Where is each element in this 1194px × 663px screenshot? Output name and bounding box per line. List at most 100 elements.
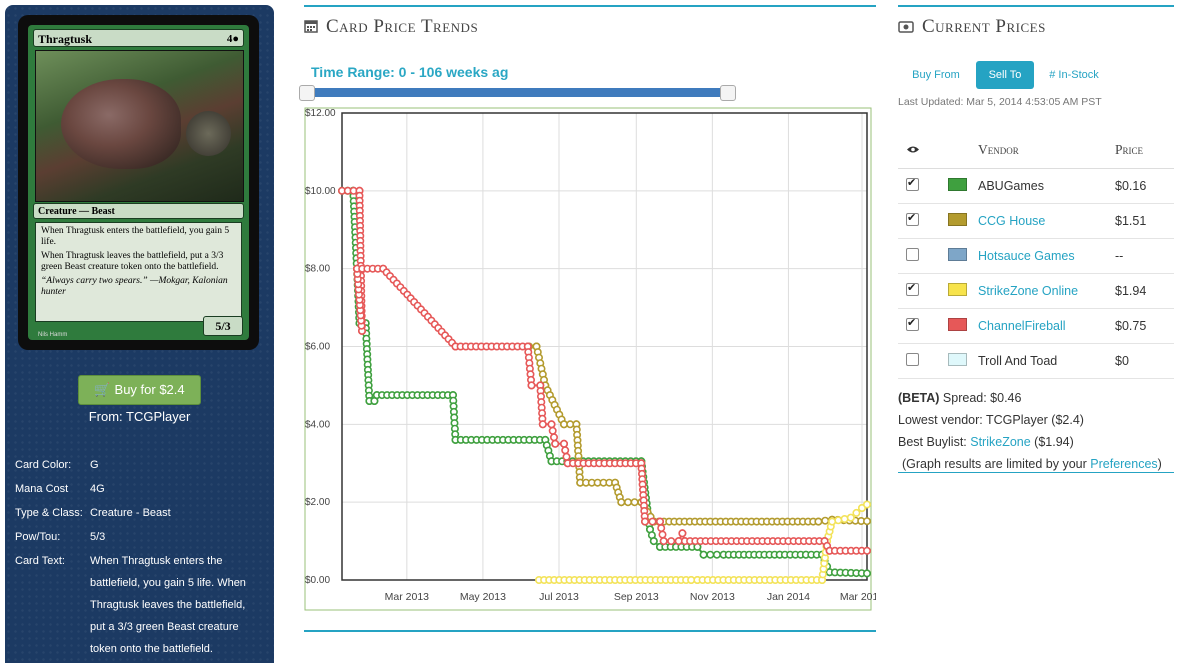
tab-buy-from[interactable]: Buy From (912, 69, 960, 81)
best-buylist-suffix: ($1.94) (1030, 435, 1074, 449)
buy-button-label: Buy for $2.4 (114, 382, 185, 397)
visibility-column-header (898, 132, 947, 169)
data-point (667, 537, 676, 546)
vendor-checkbox[interactable] (906, 281, 919, 296)
data-point (547, 420, 556, 429)
vendor-color-swatch (948, 178, 967, 191)
attr-value: 4G (90, 483, 105, 495)
card-type-line: Creature — Beast (33, 203, 244, 219)
card-rules-line-1: When Thragtusk enters the battlefield, y… (41, 226, 230, 247)
vendor-link[interactable]: Hotsauce Games (978, 249, 1075, 263)
divider (898, 472, 1174, 473)
y-tick-label: $0.00 (305, 575, 330, 586)
vendor-color-swatch (948, 213, 967, 226)
y-tick-label: $2.00 (305, 497, 330, 508)
attr-value: Creature - Beast (90, 507, 171, 519)
beast-illustration (61, 79, 181, 169)
vendor-color-swatch (948, 283, 967, 296)
data-point (657, 524, 666, 533)
card-image: Thragtusk 4● Creature — Beast When Thrag… (18, 15, 259, 350)
vendor-link[interactable]: ChannelFireball (978, 319, 1066, 333)
vendor-name: Troll And Toad (978, 354, 1058, 368)
data-point (561, 446, 570, 455)
series-ccg-house (525, 342, 871, 526)
vendor-row: CCG House $1.51 (898, 203, 1174, 239)
vendor-color-swatch (948, 318, 967, 331)
vendor-row: Troll And Toad $0 (898, 343, 1174, 379)
card-frame: Thragtusk 4● Creature — Beast When Thrag… (28, 25, 249, 340)
vendor-price: $0 (1114, 343, 1174, 379)
attr-value: 5/3 (90, 531, 106, 543)
data-point (659, 537, 668, 546)
preferences-link[interactable]: Preferences (1090, 457, 1158, 471)
data-point (821, 516, 830, 525)
x-tick-label: Jul 2013 (539, 591, 579, 603)
price-column-header: Price (1114, 132, 1174, 169)
best-buylist-link[interactable]: StrikeZone (970, 435, 1031, 449)
data-point (658, 530, 667, 539)
vendor-checkbox[interactable] (906, 316, 919, 331)
preferences-note: (Graph results are limited by your Prefe… (898, 453, 1162, 475)
slider-range-bar (307, 88, 733, 97)
y-tick-label: $6.00 (305, 342, 330, 353)
vendor-checkbox[interactable] (906, 248, 919, 261)
data-point (814, 517, 823, 526)
vendor-price: $1.51 (1114, 203, 1174, 239)
time-range-slider[interactable] (299, 85, 739, 101)
vendor-link[interactable]: StrikeZone Online (978, 284, 1079, 298)
x-tick-label: Mar 2013 (385, 591, 430, 603)
divider (304, 5, 876, 7)
beta-label: (BETA) (898, 391, 940, 405)
color-column-header (947, 132, 977, 169)
trends-title-text: Card Price Trends (326, 16, 479, 37)
attr-value: When Thragtusk enters the battlefield, y… (90, 555, 246, 655)
vendor-link[interactable]: CCG House (978, 214, 1046, 228)
y-tick-label: $10.00 (305, 186, 336, 197)
data-point (834, 516, 843, 525)
tab-sell-to[interactable]: Sell To (976, 61, 1034, 89)
best-buylist-line: Best Buylist: StrikeZone ($1.94) (898, 431, 1162, 453)
buy-button[interactable]: 🛒 Buy for $2.4 (78, 375, 201, 405)
x-tick-label: Mar 2014 (840, 591, 876, 603)
vendor-row: ChannelFireball $0.75 (898, 308, 1174, 344)
data-point (846, 513, 855, 522)
best-buylist-prefix: Best Buylist: (898, 435, 971, 449)
price-chart: $0.00 $2.00 $4.00 $6.00 $8.00 $10.00 $12.00 Ma… (304, 107, 876, 611)
card-rules-line-2: When Thragtusk leaves the battlefield, p… (41, 251, 224, 272)
vendor-checkbox[interactable] (906, 176, 919, 191)
prices-title: Current Prices (898, 16, 1046, 38)
data-point (623, 498, 632, 507)
card-artist: Nils Hamm (38, 332, 68, 338)
vendor-price: $1.94 (1114, 273, 1174, 309)
data-point (862, 546, 871, 555)
data-point (840, 514, 849, 523)
calendar-icon (304, 20, 318, 33)
price-trends-panel: Card Price Trends Time Range: 0 - 106 we… (299, 0, 876, 663)
vendor-checkbox[interactable] (906, 211, 919, 226)
data-point (862, 517, 871, 526)
attr-label: Card Text: (15, 555, 65, 567)
last-updated: Last Updated: Mar 5, 2014 4:53:05 AM PST (898, 96, 1102, 108)
x-tick-label: Sep 2013 (614, 591, 659, 603)
time-range-label: Time Range: 0 - 106 weeks ag (311, 64, 509, 80)
price-summary: (BETA) Spread: $0.46 Lowest vendor: TCGP… (898, 387, 1162, 475)
card-artwork (35, 50, 244, 202)
data-point (712, 550, 721, 559)
data-point (648, 517, 657, 526)
data-point (559, 439, 568, 448)
vendor-row: Hotsauce Games -- (898, 238, 1174, 274)
data-point (630, 498, 639, 507)
vendor-checkbox[interactable] (906, 353, 919, 366)
tab-in-stock[interactable]: # In-Stock (1049, 69, 1099, 81)
data-point (862, 500, 871, 509)
slider-handle-start[interactable] (299, 85, 315, 101)
data-point (550, 433, 559, 442)
price-icon (898, 21, 914, 33)
card-mana-cost: 4● (226, 33, 239, 45)
vendor-price: $0.16 (1114, 168, 1174, 204)
current-prices-panel: Current Prices Buy From Sell To # In-Sto… (898, 0, 1174, 663)
data-point (852, 508, 861, 517)
attr-label: Type & Class: (15, 507, 83, 519)
data-point (551, 439, 560, 448)
slider-handle-end[interactable] (720, 85, 736, 101)
